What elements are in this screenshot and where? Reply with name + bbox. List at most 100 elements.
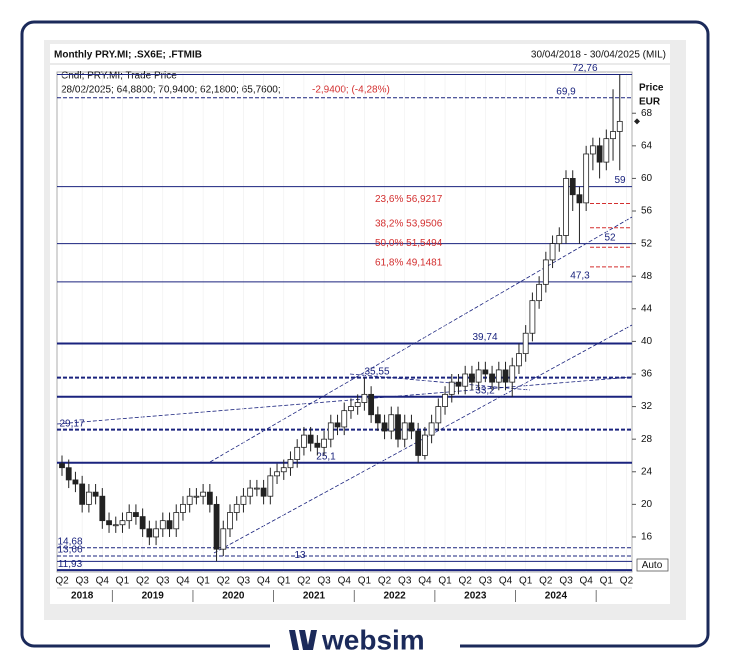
x-tick-label: Q2 xyxy=(297,576,311,587)
candle-body xyxy=(556,235,563,245)
level-label: 72,76 xyxy=(572,63,597,74)
y-tick-label: 32 xyxy=(641,401,653,412)
fib-label: 61,8% 49,1481 xyxy=(375,257,443,268)
candle-body xyxy=(119,520,126,526)
candle-body xyxy=(173,512,180,530)
candle-body xyxy=(146,528,153,538)
candle-body xyxy=(79,483,86,505)
candle-body xyxy=(529,300,536,334)
candle-body xyxy=(85,491,92,505)
x-tick-label: Q4 xyxy=(418,576,432,587)
fib-label: 23,6% 56,9217 xyxy=(375,194,443,205)
candle-body xyxy=(381,422,388,432)
candle-body xyxy=(610,131,616,140)
candle-body xyxy=(133,512,139,517)
candle-body xyxy=(307,434,314,444)
candle-body xyxy=(616,120,623,132)
level-label: 11,93 xyxy=(58,559,83,570)
brand: websim xyxy=(321,624,425,655)
fib-label: 38,2% 53,9506 xyxy=(375,218,443,229)
candle-body xyxy=(388,414,395,432)
change-text: -2,9400; (-4,28%) xyxy=(312,85,390,96)
x-tick-label: Q3 xyxy=(156,576,170,587)
candle-body xyxy=(294,446,301,460)
y-tick-label: 64 xyxy=(641,140,653,151)
y-tick-label: 24 xyxy=(641,466,653,477)
candle-body xyxy=(92,491,99,497)
year-label: 2021 xyxy=(303,591,326,602)
x-tick-label: Q4 xyxy=(176,576,190,587)
year-label: 2022 xyxy=(384,591,407,602)
y-tick-label: 52 xyxy=(641,238,653,249)
candle-body xyxy=(509,365,516,383)
level-label: 39,74 xyxy=(472,332,497,343)
candle-body xyxy=(542,259,549,285)
x-tick-label: Q1 xyxy=(116,576,130,587)
candle-body xyxy=(280,467,287,473)
x-tick-label: Q2 xyxy=(539,576,553,587)
candle-body xyxy=(227,512,233,530)
info-line: 28/02/2025; 64,8800; 70,9400; 62,1800; 6… xyxy=(61,85,281,96)
candle-body xyxy=(72,479,79,485)
candle-body xyxy=(341,410,348,428)
legend-line: Cndl; PRY.MI; Trade Price xyxy=(61,71,177,82)
year-label: 2024 xyxy=(545,591,568,602)
candle-body xyxy=(408,422,415,432)
x-tick-label: Q3 xyxy=(237,576,251,587)
candle-body xyxy=(274,471,280,477)
candle-body xyxy=(159,520,166,530)
auto-box[interactable] xyxy=(636,558,669,572)
candle-body xyxy=(576,194,583,204)
x-tick-label: Q3 xyxy=(479,576,493,587)
axis-title: Price xyxy=(639,83,664,94)
level-label: 59 xyxy=(614,175,626,186)
candle-body xyxy=(502,369,509,383)
candle-body xyxy=(421,434,428,456)
x-tick-label: Q4 xyxy=(96,576,110,587)
y-tick-label: 40 xyxy=(641,336,653,347)
candle-body xyxy=(395,414,401,440)
last-price-marker xyxy=(634,118,640,125)
candle-body xyxy=(455,381,462,387)
candle-body xyxy=(489,373,495,383)
y-tick-label: 60 xyxy=(641,173,653,184)
brand-icon xyxy=(289,630,317,650)
y-tick-label: 36 xyxy=(641,369,653,380)
level-label: 13,66 xyxy=(57,545,82,556)
year-label: 2018 xyxy=(71,591,94,602)
y-tick-label: 16 xyxy=(641,532,653,543)
candle-body xyxy=(126,512,133,522)
candle-body xyxy=(435,406,442,424)
date-range: 30/04/2018 - 30/04/2025 (MIL) xyxy=(531,50,666,61)
candle-body xyxy=(415,430,422,456)
candle-body xyxy=(233,503,240,513)
x-tick-label: Q1 xyxy=(519,576,533,587)
candle-body xyxy=(428,422,435,436)
candle-body xyxy=(334,422,341,428)
candle-body xyxy=(448,381,455,395)
x-tick-label: Q4 xyxy=(338,576,352,587)
candle-body xyxy=(65,467,72,481)
candle-body xyxy=(321,438,327,448)
trend-line xyxy=(349,373,531,391)
candle-body xyxy=(206,491,213,505)
candle-body xyxy=(348,406,354,412)
candle-body xyxy=(583,153,590,204)
candle-body xyxy=(596,145,603,163)
trend-line xyxy=(209,216,633,463)
candle-body xyxy=(59,463,65,469)
candle-body xyxy=(106,520,112,526)
level-label: 13 xyxy=(294,550,306,561)
candle-body xyxy=(482,369,489,375)
level-label: 35,55 xyxy=(364,366,389,377)
year-label: 2019 xyxy=(142,591,165,602)
candle-body xyxy=(314,442,321,448)
x-tick-label: Q3 xyxy=(559,576,573,587)
candle-body xyxy=(354,402,361,407)
candle-body xyxy=(153,528,159,538)
x-tick-label: Q2 xyxy=(620,576,634,587)
axis-unit: EUR xyxy=(639,97,661,108)
candle-body xyxy=(301,434,307,448)
auto-label[interactable]: Auto xyxy=(642,560,663,571)
